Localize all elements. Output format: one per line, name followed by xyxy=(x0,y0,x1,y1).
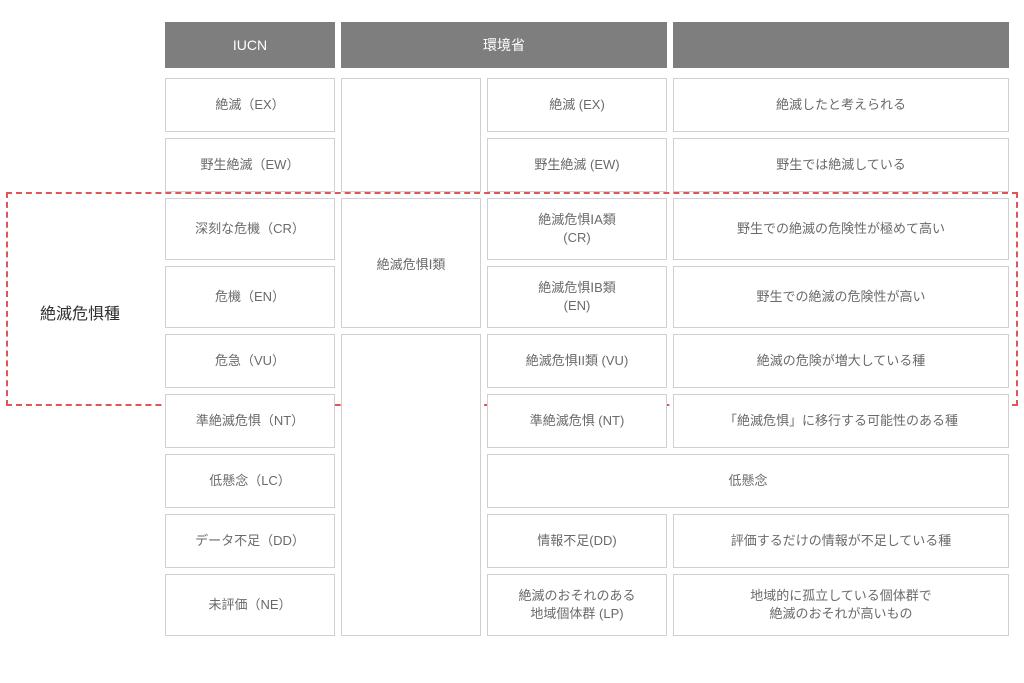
table-row: 危急（VU） 絶滅危惧II類 (VU) 絶滅の危険が増大している種 xyxy=(165,334,1015,388)
cell-desc: 「絶滅危惧」に移行する可能性のある種 xyxy=(673,394,1009,448)
table-header-row: IUCN 環境省 xyxy=(165,22,1015,68)
cell-desc: 地域的に孤立している個体群で 絶滅のおそれが高いもの xyxy=(673,574,1009,636)
cell-desc: 絶滅したと考えられる xyxy=(673,78,1009,132)
cell-iucn: 深刻な危機（CR） xyxy=(165,198,335,260)
cell-moe: 情報不足(DD) xyxy=(487,514,667,568)
cell-desc: 評価するだけの情報が不足している種 xyxy=(673,514,1009,568)
cell-moe: 準絶滅危惧 (NT) xyxy=(487,394,667,448)
cell-moe: 絶滅 (EX) xyxy=(487,78,667,132)
col2-empty-top xyxy=(341,78,481,192)
header-desc xyxy=(673,22,1009,68)
cell-moe: 絶滅危惧II類 (VU) xyxy=(487,334,667,388)
header-iucn: IUCN xyxy=(165,22,335,68)
cell-iucn: 危急（VU） xyxy=(165,334,335,388)
table-row: 危機（EN） 絶滅危惧ⅠB類 (EN) 野生での絶滅の危険性が高い xyxy=(165,266,1015,328)
col2-merge-label: 絶滅危惧Ⅰ類 xyxy=(341,198,481,328)
cell-merged: 低懸念 xyxy=(487,454,1009,508)
table-row: 低懸念（LC） 低懸念 xyxy=(165,454,1015,508)
cell-moe: 絶滅危惧ⅠA類 (CR) xyxy=(487,198,667,260)
table-row: 野生絶滅（EW） 野生絶滅 (EW) 野生では絶滅している xyxy=(165,138,1015,192)
cell-desc: 野生では絶滅している xyxy=(673,138,1009,192)
table-row: 準絶滅危惧（NT） 準絶滅危惧 (NT) 「絶滅危惧」に移行する可能性のある種 xyxy=(165,394,1015,448)
cell-iucn: データ不足（DD） xyxy=(165,514,335,568)
table-row: データ不足（DD） 情報不足(DD) 評価するだけの情報が不足している種 xyxy=(165,514,1015,568)
table-row: 未評価（NE） 絶滅のおそれのある 地域個体群 (LP) 地域的に孤立している個… xyxy=(165,574,1015,636)
cell-moe: 野生絶滅 (EW) xyxy=(487,138,667,192)
header-moe: 環境省 xyxy=(341,22,667,68)
cell-iucn: 絶滅（EX） xyxy=(165,78,335,132)
cell-iucn: 準絶滅危惧（NT） xyxy=(165,394,335,448)
cell-iucn: 未評価（NE） xyxy=(165,574,335,636)
table-row: 深刻な危機（CR） 絶滅危惧ⅠA類 (CR) 野生での絶滅の危険性が極めて高い xyxy=(165,198,1015,260)
cell-desc: 野生での絶滅の危険性が高い xyxy=(673,266,1009,328)
cell-moe: 絶滅危惧ⅠB類 (EN) xyxy=(487,266,667,328)
cell-iucn: 野生絶滅（EW） xyxy=(165,138,335,192)
highlight-label: 絶滅危惧種 xyxy=(40,300,120,324)
cell-desc: 野生での絶滅の危険性が極めて高い xyxy=(673,198,1009,260)
cell-iucn: 低懸念（LC） xyxy=(165,454,335,508)
cell-moe: 絶滅のおそれのある 地域個体群 (LP) xyxy=(487,574,667,636)
col2-empty-bottom xyxy=(341,334,481,636)
table-row: 絶滅（EX） 絶滅 (EX) 絶滅したと考えられる xyxy=(165,78,1015,132)
category-table: IUCN 環境省 絶滅（EX） 絶滅 (EX) 絶滅したと考えられる 野生絶滅（… xyxy=(165,22,1015,642)
cell-iucn: 危機（EN） xyxy=(165,266,335,328)
cell-desc: 絶滅の危険が増大している種 xyxy=(673,334,1009,388)
